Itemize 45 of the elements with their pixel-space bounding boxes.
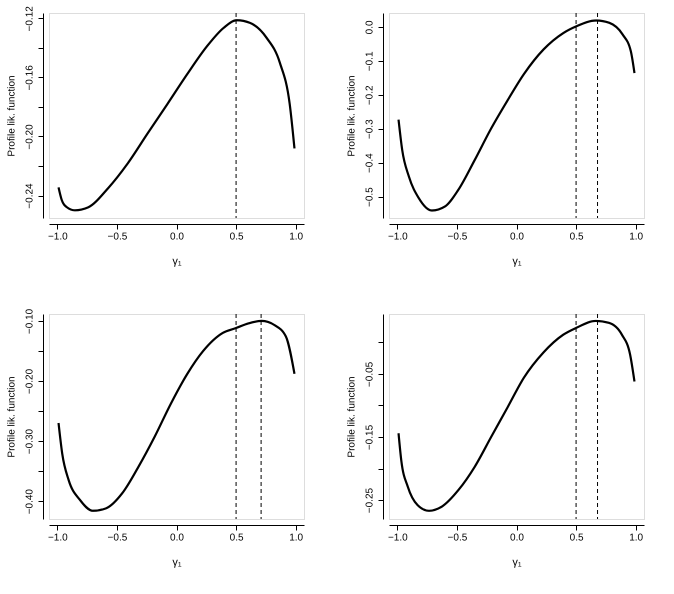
y-axis-title: Profile lik. function (346, 75, 358, 157)
y-axis-title: Profile lik. function (346, 376, 358, 458)
x-tick-label: 0.5 (570, 232, 584, 242)
y-tick-label: −0.40 (24, 488, 36, 514)
x-axis-title: γ₁ (512, 256, 522, 268)
y-tick-label: −0.25 (364, 487, 376, 514)
y-tick-label: −0.16 (24, 64, 36, 91)
x-tick-label: 1.0 (289, 232, 304, 242)
y-tick-label: −0.30 (24, 428, 36, 454)
y-tick-label: −0.2 (364, 84, 376, 106)
y-axis-title: Profile lik. function (6, 376, 18, 458)
x-tick-label: −1.0 (388, 532, 408, 544)
x-tick-label: −0.5 (448, 532, 468, 544)
x-tick-label: −0.5 (448, 232, 468, 242)
y-tick-label: −0.20 (24, 368, 36, 394)
x-tick-label: 0.5 (570, 532, 584, 544)
y-tick-label: −0.3 (364, 118, 376, 140)
y-tick-label: −0.5 (364, 186, 376, 207)
x-axis-title: γ₁ (172, 556, 182, 568)
y-tick-label: −0.20 (24, 124, 36, 150)
x-axis-title: γ₁ (512, 556, 522, 568)
y-axis-title: Profile lik. function (6, 75, 18, 157)
x-tick-label: 0.0 (170, 532, 184, 544)
x-tick-label: 0.0 (170, 232, 184, 242)
x-tick-label: −1.0 (48, 532, 68, 544)
x-tick-label: 0.5 (230, 532, 244, 544)
y-tick-label: 0.0 (364, 20, 376, 34)
y-tick-label: −0.4 (364, 152, 376, 174)
y-tick-label: −0.15 (364, 424, 376, 450)
y-tick-label: −0.12 (24, 6, 36, 32)
x-axis-title: γ₁ (172, 256, 182, 268)
x-tick-label: −0.5 (108, 232, 128, 242)
x-tick-label: 0.0 (510, 532, 524, 544)
x-tick-label: 1.0 (629, 232, 644, 242)
y-tick-label: −0.05 (364, 361, 376, 388)
y-tick-label: −0.24 (24, 182, 36, 209)
y-tick-label: −0.10 (24, 308, 36, 334)
x-tick-label: −1.0 (48, 232, 68, 242)
x-tick-label: 0.0 (510, 232, 524, 242)
x-tick-label: 1.0 (629, 532, 644, 544)
x-tick-label: 1.0 (289, 532, 304, 544)
x-tick-label: 0.5 (230, 232, 244, 242)
x-tick-label: −0.5 (108, 532, 128, 544)
y-tick-label: −0.1 (364, 51, 376, 72)
x-tick-label: −1.0 (388, 232, 408, 242)
